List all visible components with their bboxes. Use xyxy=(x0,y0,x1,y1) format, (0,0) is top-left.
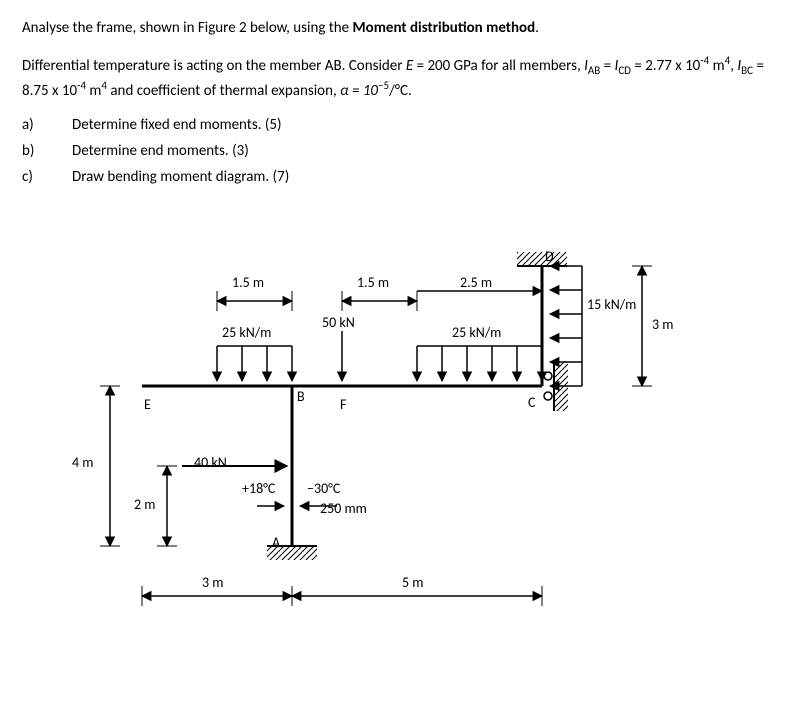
t: . xyxy=(535,19,539,37)
dim-label: 1.5 m xyxy=(232,274,264,291)
t: = 2.77 x 10 xyxy=(631,57,700,75)
node-label: A xyxy=(272,534,280,551)
dim-label: 3 m xyxy=(202,574,223,591)
load-label: 40 kN xyxy=(194,454,227,471)
temp-label: +18°C xyxy=(242,480,275,497)
q-text: Determine fixed end moments. (5) xyxy=(72,116,282,134)
t: and coefficient of thermal expansion, xyxy=(107,82,340,100)
load-label: 25 kN/m xyxy=(222,324,271,341)
question-list: a) Determine fixed end moments. (5) b) D… xyxy=(22,116,777,186)
q-letter: b) xyxy=(22,142,72,160)
dim-label: 1.5 m xyxy=(357,274,389,291)
t: Analyse the frame, shown in Figure 2 bel… xyxy=(22,19,353,37)
depth-label: 250 mm xyxy=(320,500,367,517)
t: CD xyxy=(618,64,631,77)
dim-label: 4 m xyxy=(72,454,93,471)
dim-label: 5 m xyxy=(402,574,423,591)
dim-label: 2.5 m xyxy=(460,274,492,291)
question-c: c) Draw bending moment diagram. (7) xyxy=(22,168,777,186)
dim-label: 2 m xyxy=(134,496,155,513)
load-label: 15 kN/m xyxy=(587,296,636,313)
t: AB xyxy=(588,64,600,77)
question-b: b) Determine end moments. (3) xyxy=(22,142,777,160)
t: Differential temperature is acting on th… xyxy=(22,57,406,75)
node-label: B xyxy=(297,388,305,405)
t: m xyxy=(86,82,101,100)
t: = 200 GPa for all members, xyxy=(413,57,584,75)
t: -4 xyxy=(77,79,86,92)
prompt-line-1: Analyse the frame, shown in Figure 2 bel… xyxy=(22,18,777,39)
t: Moment distribution method xyxy=(353,19,536,37)
q-letter: a) xyxy=(22,116,72,134)
node-label: F xyxy=(340,396,346,413)
dim-label: 3 m xyxy=(652,316,673,333)
q-text: Determine end moments. (3) xyxy=(72,142,249,160)
figure-2: 1.5 m 1.5 m 2.5 m 15 kN/m 3 m 25 kN/m 50… xyxy=(62,216,682,656)
load-label: 25 kN/m xyxy=(452,324,501,341)
t: -4 xyxy=(700,54,709,67)
t: = xyxy=(600,57,614,75)
q-text: Draw bending moment diagram. (7) xyxy=(72,168,289,186)
node-label: D xyxy=(545,248,554,265)
load-label: 50 kN xyxy=(322,314,355,331)
prompt-line-2: Differential temperature is acting on th… xyxy=(22,53,777,102)
q-letter: c) xyxy=(22,168,72,186)
question-a: a) Determine fixed end moments. (5) xyxy=(22,116,777,134)
node-label: E xyxy=(144,396,151,413)
node-label: C xyxy=(528,394,535,411)
t: −5 xyxy=(378,79,389,92)
t: m xyxy=(709,57,724,75)
t: α = 10 xyxy=(340,82,378,100)
temp-label: −30°C xyxy=(307,480,340,497)
t: BC xyxy=(741,64,753,77)
t: /°C. xyxy=(389,82,412,100)
